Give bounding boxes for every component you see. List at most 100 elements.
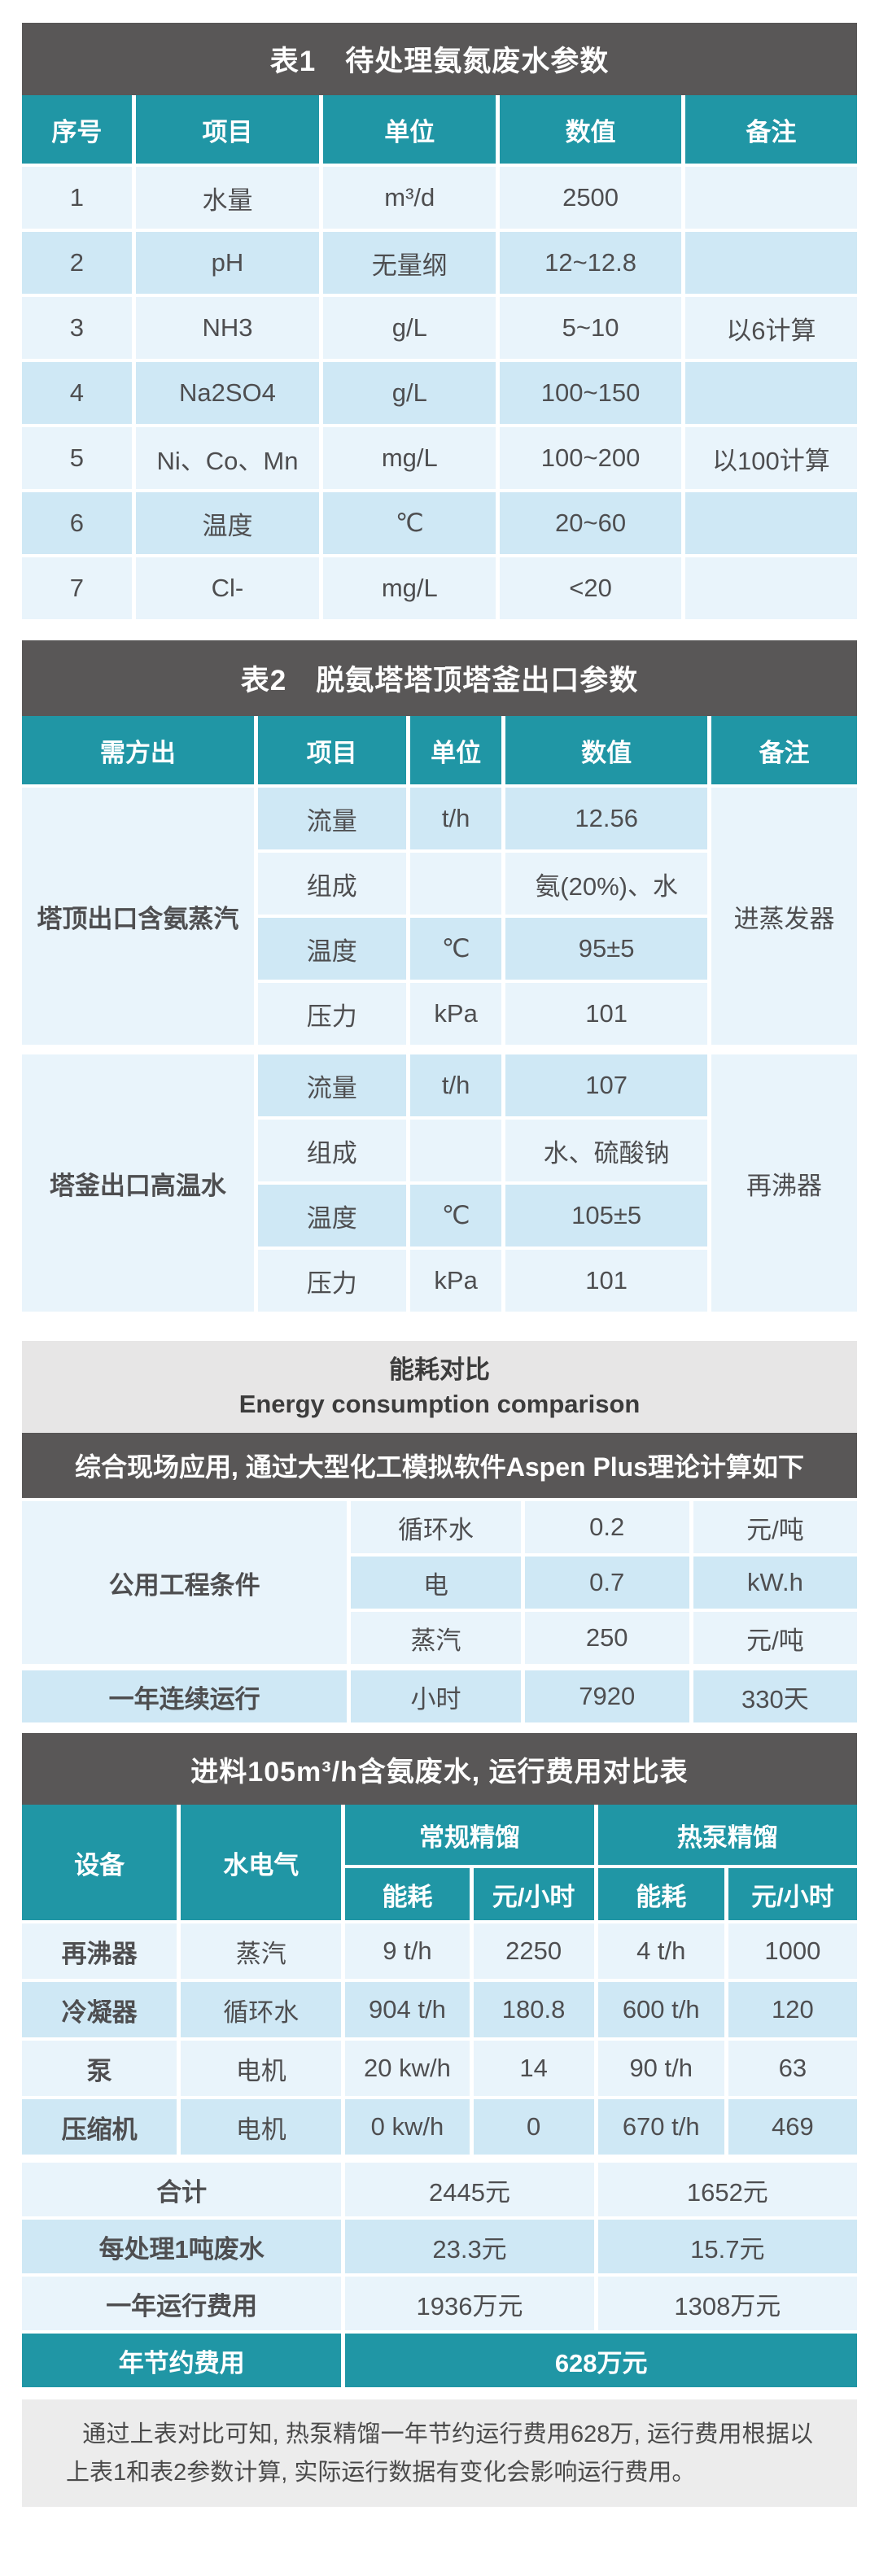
energy-utility-table: 公用工程条件 循环水 0.2 元/吨 电 0.7 kW.h 蒸汽 250 元/吨 <box>18 1498 861 1667</box>
table-row: 4 Na2SO4 g/L 100~150 <box>22 362 857 424</box>
cell-value: 100~200 <box>500 427 681 489</box>
table-row: 6 温度 ℃ 20~60 <box>22 492 857 554</box>
group-label: 塔顶出口含氨蒸汽 <box>22 788 254 1045</box>
summary-conventional-value: 23.3元 <box>345 2220 594 2273</box>
cell-unit: kPa <box>409 1250 502 1312</box>
cell-item: 电 <box>351 1557 521 1609</box>
summary-heat-pump-value: 1308万元 <box>597 2277 857 2330</box>
table-row: 1 水量 m³/d 2500 <box>22 167 857 229</box>
table-row: 蒸汽 250 元/吨 <box>22 1612 857 1664</box>
cell-utility: 电机 <box>181 2099 342 2155</box>
column-header-cost: 元/小时 <box>728 1868 857 1920</box>
cell-value: 105±5 <box>505 1185 707 1247</box>
table-row: 塔顶出口含氨蒸汽 流量 t/h 12.56 进蒸发器 <box>22 788 857 1045</box>
footnote: 通过上表对比可知, 热泵精馏一年节约运行费用628万, 运行费用根据以上表1和表… <box>22 2399 857 2507</box>
cell-utility: 蒸汽 <box>181 1923 342 1979</box>
table4-header-row-top: 设备 水电气 常规精馏 热泵精馏 <box>22 1805 857 1920</box>
cell-item: 蒸汽 <box>351 1612 521 1664</box>
table1-title: 表1 待处理氨氮废水参数 <box>22 23 857 95</box>
cell-value: 101 <box>505 1250 707 1312</box>
cell-cost: 120 <box>728 1982 857 2037</box>
summary-row: 一年运行费用 1936万元 1308万元 <box>22 2277 857 2330</box>
cell-item: 温度 <box>257 918 406 980</box>
table-row: 3 NH3 g/L 5~10 以6计算 <box>22 297 857 359</box>
cell-unit: kPa <box>409 983 502 1045</box>
cell-item: pH <box>135 232 320 294</box>
cell-item: 水量 <box>135 167 320 229</box>
cell-item: 组成 <box>257 1120 406 1181</box>
cell-value: 7920 <box>524 1670 689 1722</box>
cell-energy: 9 t/h <box>345 1923 470 1979</box>
cell-remark: 进蒸发器 <box>711 788 857 1045</box>
cell-cost: 14 <box>473 2041 594 2096</box>
column-header-device: 设备 <box>22 1805 177 1920</box>
table4-header-row-sub: 能耗 元/小时 能耗 元/小时 <box>22 1868 857 1920</box>
summary-row: 合计 2445元 1652元 <box>22 2163 857 2216</box>
summary-conventional-value: 2445元 <box>345 2163 594 2216</box>
table-row: 压力 kPa 101 <box>22 1250 857 1312</box>
cell-remark <box>684 492 857 554</box>
cell-energy: 0 kw/h <box>345 2099 470 2155</box>
column-header: 备注 <box>684 95 857 164</box>
table4-header: 设备 水电气 常规精馏 热泵精馏 能耗 元/小时 能耗 元/小时 <box>18 1801 861 1923</box>
cell-remark: 以6计算 <box>684 297 857 359</box>
energy-year-table: 一年连续运行 小时 7920 330天 <box>18 1667 861 1726</box>
cell-unit: ℃ <box>323 492 496 554</box>
cell-unit: 元/吨 <box>693 1612 857 1664</box>
cell-index: 5 <box>22 427 132 489</box>
summary-label: 一年运行费用 <box>22 2277 342 2330</box>
cell-unit: mg/L <box>323 557 496 619</box>
cell-cost: 2250 <box>473 1923 594 1979</box>
cell-remark <box>684 557 857 619</box>
table4-title: 进料105m³/h含氨废水, 运行费用对比表 <box>22 1733 857 1805</box>
cell-value: 12~12.8 <box>500 232 681 294</box>
cell-cost: 1000 <box>728 1923 857 1979</box>
cell-device: 再沸器 <box>22 1923 177 1979</box>
cell-index: 7 <box>22 557 132 619</box>
cell-device: 冷凝器 <box>22 1982 177 2037</box>
column-header-energy: 能耗 <box>597 1868 724 1920</box>
cell-remark <box>684 362 857 424</box>
cell-value: 2500 <box>500 167 681 229</box>
cell-value: 107 <box>505 1054 707 1116</box>
cell-value: 250 <box>524 1612 689 1664</box>
energy-title-zh: 能耗对比 <box>389 1355 490 1384</box>
cell-unit: g/L <box>323 297 496 359</box>
cell-value: 20~60 <box>500 492 681 554</box>
table-row: 压缩机 电机 0 kw/h 0 670 t/h 469 <box>22 2099 857 2155</box>
cell-item: 循环水 <box>351 1501 521 1553</box>
cell-item: 温度 <box>135 492 320 554</box>
column-header: 单位 <box>323 95 496 164</box>
cell-unit: 元/吨 <box>693 1501 857 1553</box>
cell-energy: 90 t/h <box>597 2041 724 2096</box>
cell-unit: ℃ <box>409 1185 502 1247</box>
cell-index: 3 <box>22 297 132 359</box>
cell-item: NH3 <box>135 297 320 359</box>
column-header: 项目 <box>135 95 320 164</box>
cell-item: 压力 <box>257 1250 406 1312</box>
cell-unit: m³/d <box>323 167 496 229</box>
cell-remark: 再沸器 <box>711 1054 857 1312</box>
energy-banner: 综合现场应用, 通过大型化工模拟软件Aspen Plus理论计算如下 <box>22 1433 857 1498</box>
cell-item: 压力 <box>257 983 406 1045</box>
cell-value: 水、硫酸钠 <box>505 1120 707 1181</box>
group-label: 塔釜出口高温水 <box>22 1054 254 1312</box>
column-header: 序号 <box>22 95 132 164</box>
summary-heat-pump-value: 15.7元 <box>597 2220 857 2273</box>
table2-header: 需方出 项目 单位 数值 备注 <box>18 713 861 788</box>
summary-conventional-value: 1936万元 <box>345 2277 594 2330</box>
cell-item: 组成 <box>257 853 406 915</box>
section-gap <box>22 1312 857 1341</box>
cell-item: 流量 <box>257 1054 406 1116</box>
savings-value: 628万元 <box>345 2334 857 2387</box>
cell-item: Cl- <box>135 557 320 619</box>
cell-unit: t/h <box>409 788 502 849</box>
cell-value: 5~10 <box>500 297 681 359</box>
cell-energy: 600 t/h <box>597 1982 724 2037</box>
summary-heat-pump-value: 1652元 <box>597 2163 857 2216</box>
savings-row: 年节约费用 628万元 <box>22 2334 857 2387</box>
column-header-energy: 能耗 <box>345 1868 470 1920</box>
cell-unit <box>409 853 502 915</box>
table2-group-bottom: 塔釜出口高温水 流量 t/h 107 再沸器 组成 水、硫酸钠 温度 ℃ 105… <box>18 1051 861 1315</box>
table-row: 塔釜出口高温水 流量 t/h 107 再沸器 <box>22 1054 857 1312</box>
